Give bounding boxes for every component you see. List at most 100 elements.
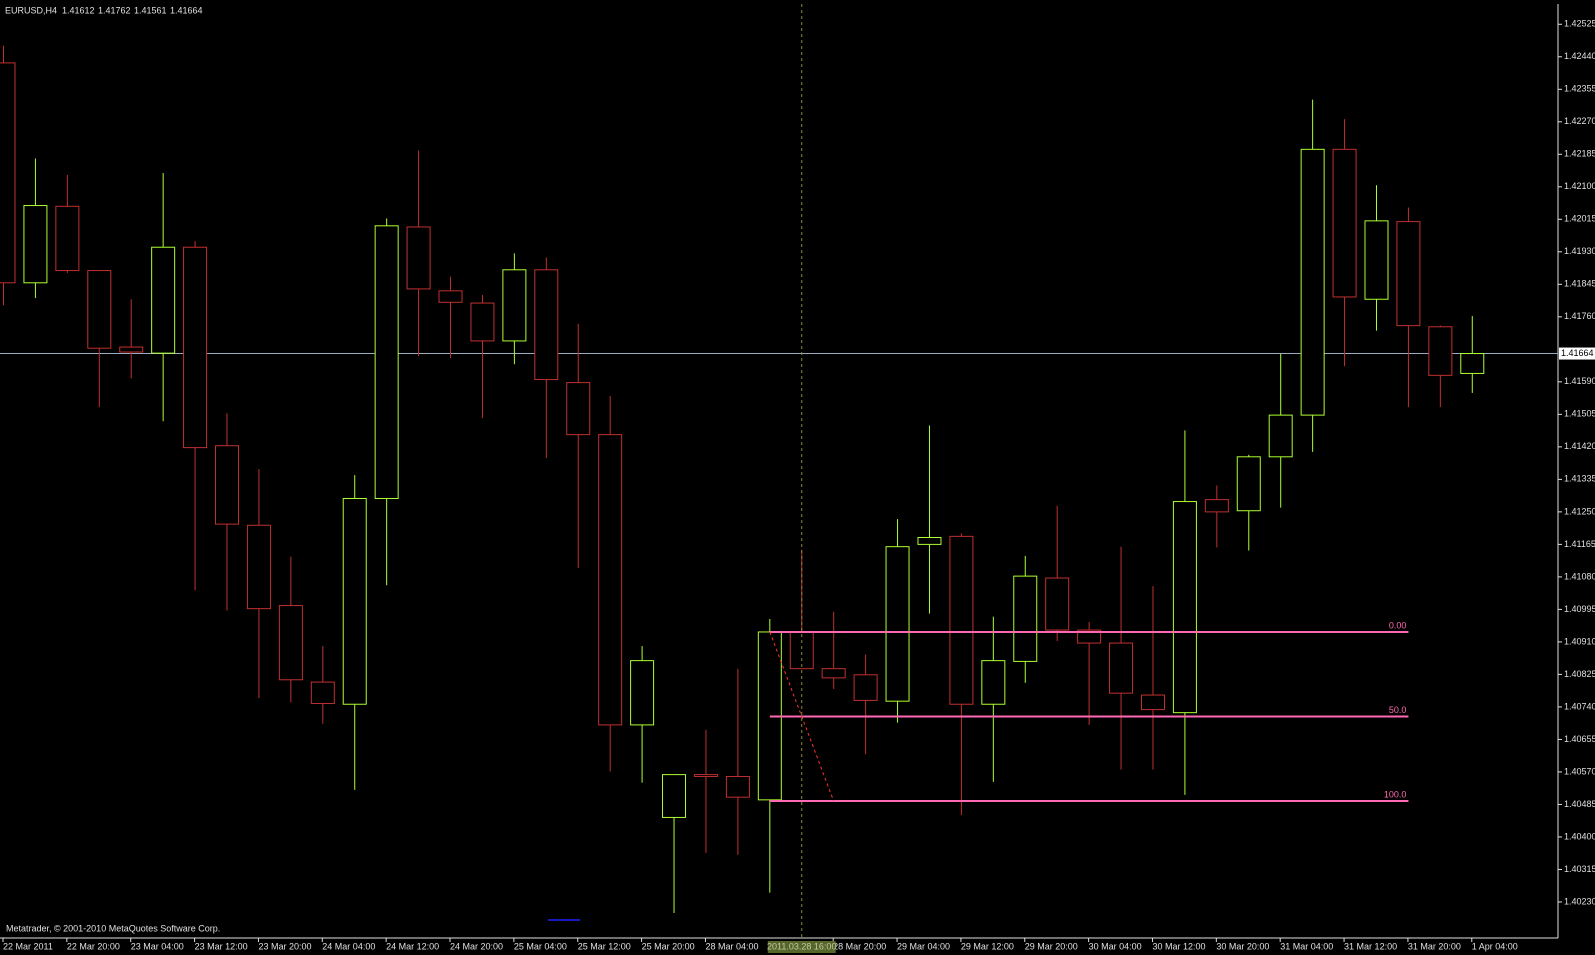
candle-body	[342, 497, 367, 705]
y-tick-label: 1.42185	[1564, 149, 1595, 159]
x-tick-label: 25 Mar 04:00	[514, 941, 567, 951]
candle-body	[981, 660, 1006, 705]
candle-body	[853, 674, 878, 701]
y-tick-label: 1.41250	[1564, 506, 1595, 516]
candle-body	[1428, 326, 1453, 376]
crosshair-label: 2011.03.28 16:00	[767, 941, 836, 951]
y-tick-label: 1.41590	[1564, 376, 1595, 386]
x-tick-label: 25 Mar 20:00	[642, 941, 695, 951]
candle-body	[1140, 694, 1165, 711]
candle-body	[438, 290, 463, 303]
candle-body	[1172, 501, 1197, 714]
candle-body	[949, 535, 974, 705]
x-tick-label: 23 Mar 20:00	[258, 941, 311, 951]
x-tick-label: 22 Mar 2011	[3, 941, 53, 951]
candle-body	[1109, 642, 1134, 694]
candle-body	[1013, 575, 1038, 662]
candle-body	[55, 205, 80, 272]
candle-body	[630, 660, 655, 726]
x-tick-label: 25 Mar 12:00	[578, 941, 631, 951]
last-price-label: 1.41664	[1561, 348, 1594, 358]
y-tick-label: 1.41080	[1564, 571, 1595, 581]
candle-body	[1204, 499, 1229, 513]
y-tick-label: 1.40995	[1564, 604, 1595, 614]
candle-body	[693, 774, 718, 778]
candle-body	[183, 246, 208, 449]
x-tick-label: 30 Mar 12:00	[1152, 941, 1205, 951]
ohlc-value: 1.41664	[170, 5, 203, 15]
x-tick-label: 29 Mar 20:00	[1025, 941, 1078, 951]
x-tick-label: 22 Mar 20:00	[67, 941, 120, 951]
x-tick-label: 24 Mar 12:00	[386, 941, 439, 951]
y-tick-label: 1.40740	[1564, 701, 1595, 711]
candle-body	[821, 668, 846, 679]
candle-body	[278, 605, 303, 681]
y-tick-label: 1.41930	[1564, 246, 1595, 256]
candle-body	[1268, 414, 1293, 458]
x-tick-label: 29 Mar 12:00	[961, 941, 1014, 951]
x-tick-label: 31 Mar 20:00	[1408, 941, 1461, 951]
y-tick-label: 1.40400	[1564, 831, 1595, 841]
x-tick-label: 29 Mar 04:00	[897, 941, 950, 951]
candle-body	[215, 445, 240, 525]
y-tick-label: 1.42100	[1564, 181, 1595, 191]
y-tick-label: 1.42525	[1564, 19, 1595, 29]
y-tick-label: 1.40825	[1564, 669, 1595, 679]
x-tick-label: 30 Mar 04:00	[1089, 941, 1142, 951]
candle-body	[534, 269, 559, 381]
candle-body	[725, 776, 750, 798]
y-tick-label: 1.41165	[1564, 539, 1595, 549]
x-tick-label: 28 Mar 20:00	[833, 941, 886, 951]
last-price-box	[1559, 347, 1595, 360]
candle-body	[406, 226, 431, 290]
candle-body	[1236, 456, 1261, 512]
candle-body	[1077, 629, 1102, 644]
x-tick-label: 23 Mar 12:00	[195, 941, 248, 951]
candle-body	[598, 434, 623, 726]
candle-body	[917, 537, 942, 545]
ohlc-value: 1.41612	[62, 5, 95, 15]
x-tick-label: 24 Mar 04:00	[322, 941, 375, 951]
y-tick-label: 1.42270	[1564, 116, 1595, 126]
candle-body	[566, 382, 591, 436]
y-tick-label: 1.41760	[1564, 311, 1595, 321]
candle-body	[502, 269, 527, 342]
x-tick-label: 30 Mar 20:00	[1216, 941, 1269, 951]
ohlc-value: 1.41561	[134, 5, 167, 15]
candle-body	[0, 62, 16, 284]
x-tick-label: 31 Mar 04:00	[1280, 941, 1333, 951]
candle-body	[1045, 577, 1070, 631]
fibo-trendline	[769, 631, 835, 802]
candle-body	[310, 681, 335, 704]
y-tick-label: 1.42355	[1564, 84, 1595, 94]
candle-body	[1364, 220, 1389, 300]
crosshair-label-box	[767, 941, 836, 953]
fibo-label: 0.00	[1389, 620, 1407, 630]
symbol: EURUSD,H4	[5, 5, 57, 15]
y-tick-label: 1.40655	[1564, 734, 1595, 744]
y-tick-label: 1.40230	[1564, 896, 1595, 906]
candle-body	[151, 246, 176, 354]
x-tick-label: 24 Mar 20:00	[450, 941, 503, 951]
candle-body	[1460, 353, 1485, 374]
y-tick-label: 1.41845	[1564, 279, 1595, 289]
y-tick-label: 1.40910	[1564, 636, 1595, 646]
candle-body	[470, 302, 495, 342]
candle-body	[789, 631, 814, 670]
fibo-label: 50.0	[1389, 705, 1407, 715]
ohlc-value: 1.41762	[98, 5, 131, 15]
candle-body	[23, 205, 48, 284]
candle-body	[885, 546, 910, 702]
fibo-label: 100.0	[1384, 789, 1407, 799]
y-tick-label: 1.41420	[1564, 441, 1595, 451]
plot: 0.00 50.0 100.0	[0, 45, 1558, 914]
y-tick-label: 1.41335	[1564, 474, 1595, 484]
x-tick-label: 28 Mar 04:00	[705, 941, 758, 951]
x-tick-label: 23 Mar 04:00	[131, 941, 184, 951]
candle-body	[119, 346, 144, 353]
y-tick-label: 1.40315	[1564, 864, 1595, 874]
candle-body	[1396, 221, 1421, 327]
y-tick-label: 1.41505	[1564, 409, 1595, 419]
